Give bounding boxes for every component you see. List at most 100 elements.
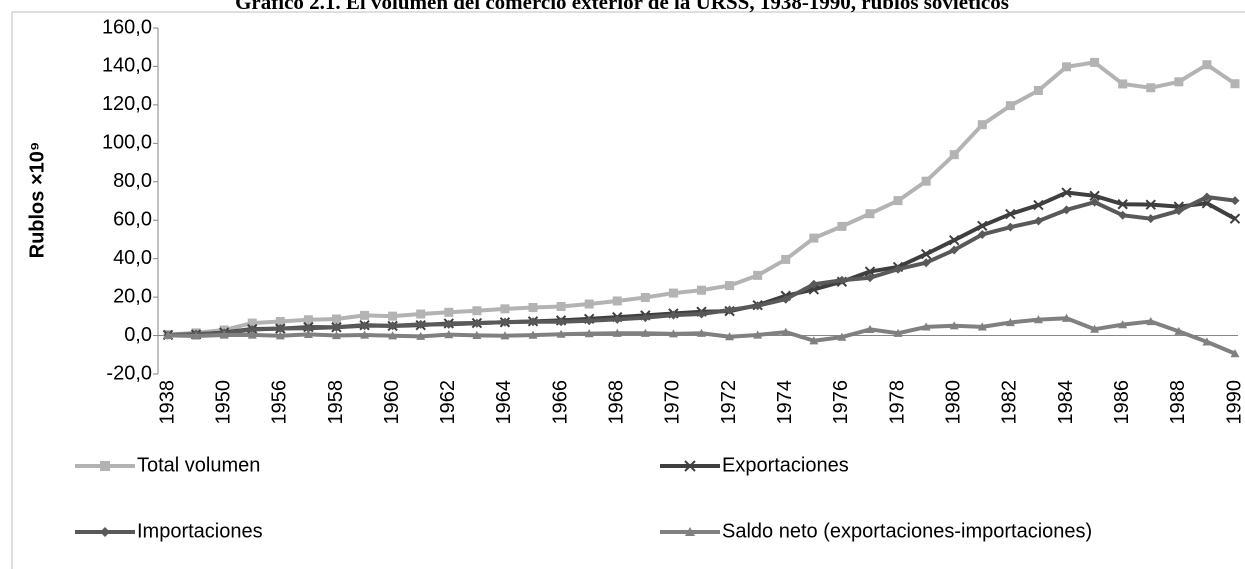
marker	[556, 317, 566, 327]
marker	[1033, 315, 1043, 324]
x-tick-label: 1972	[718, 380, 740, 425]
marker	[612, 328, 622, 337]
marker	[584, 316, 594, 326]
x-tick-label: 1986	[1111, 380, 1133, 425]
marker	[893, 328, 903, 337]
y-tick-label: -20,0	[106, 362, 152, 384]
legend-marker	[100, 527, 110, 537]
marker	[275, 317, 285, 327]
marker	[640, 292, 650, 302]
y-tick-label: 0,0	[124, 324, 152, 346]
marker	[1202, 337, 1212, 346]
marker	[921, 176, 931, 186]
marker	[949, 321, 959, 330]
x-tick-label: 1950	[212, 380, 234, 425]
marker	[781, 254, 791, 264]
marker	[472, 318, 482, 328]
marker	[191, 331, 201, 340]
marker	[1062, 313, 1072, 322]
marker	[1062, 205, 1072, 215]
marker	[697, 309, 706, 319]
x-tick-label: 1968	[606, 380, 628, 425]
marker	[556, 302, 566, 312]
marker	[1090, 197, 1100, 207]
marker	[893, 196, 903, 206]
y-tick-label: 100,0	[102, 132, 152, 154]
marker	[1005, 101, 1015, 111]
x-tick-label: 1982	[999, 380, 1021, 425]
marker	[416, 331, 426, 340]
x-tick-label: 1970	[662, 380, 684, 425]
x-tick-label: 1966	[549, 380, 571, 425]
marker	[444, 307, 454, 317]
marker	[612, 296, 622, 306]
marker	[331, 322, 341, 332]
marker	[1090, 324, 1100, 333]
marker	[668, 310, 678, 320]
marker	[360, 321, 370, 331]
legend-label: Saldo neto (exportaciones-importaciones)	[722, 520, 1092, 542]
marker	[809, 336, 819, 345]
marker	[921, 258, 931, 268]
marker	[1118, 210, 1128, 220]
marker	[1033, 216, 1043, 226]
marker	[865, 209, 875, 219]
marker	[837, 221, 847, 231]
marker	[416, 319, 426, 329]
y-tick-label: 40,0	[113, 247, 152, 269]
marker	[668, 329, 678, 338]
marker	[1230, 79, 1240, 89]
marker	[500, 304, 510, 314]
marker	[528, 302, 538, 312]
marker	[444, 330, 454, 339]
marker	[977, 322, 987, 331]
marker	[303, 315, 313, 325]
x-tick-label: 1978	[886, 380, 908, 425]
marker	[163, 330, 173, 339]
x-tick-label: 1938	[156, 380, 178, 425]
marker	[640, 328, 650, 337]
marker	[584, 299, 594, 309]
marker	[781, 327, 791, 336]
marker	[977, 120, 987, 130]
x-tick-label: 1980	[942, 380, 964, 425]
marker	[1174, 77, 1184, 87]
legend-label: Total volumen	[137, 454, 260, 476]
marker	[556, 329, 566, 338]
marker	[472, 306, 482, 316]
marker	[725, 332, 735, 341]
marker	[809, 279, 819, 289]
marker	[247, 325, 257, 335]
marker	[303, 323, 313, 333]
y-tick-label: 20,0	[113, 285, 152, 307]
legend-marker	[100, 461, 110, 471]
marker	[444, 319, 454, 329]
marker	[1118, 79, 1128, 89]
x-tick-label: 1964	[493, 380, 515, 425]
marker	[865, 324, 875, 334]
marker	[1230, 196, 1240, 206]
chart-frame	[11, 11, 1245, 569]
marker	[949, 235, 960, 246]
marker	[1005, 317, 1015, 327]
x-tick-label: 1962	[437, 380, 459, 425]
marker	[920, 248, 932, 260]
marker	[247, 330, 257, 339]
marker	[528, 330, 538, 339]
marker	[865, 273, 875, 283]
x-tick-label: 1990	[1223, 380, 1245, 425]
marker	[893, 264, 903, 274]
marker	[668, 288, 678, 298]
marker	[388, 311, 398, 321]
marker	[1229, 213, 1241, 224]
x-tick-label: 1956	[269, 380, 291, 425]
marker	[331, 314, 341, 324]
y-tick-label: 120,0	[102, 93, 152, 115]
marker	[725, 305, 735, 315]
marker	[1090, 57, 1100, 67]
marker	[753, 330, 763, 339]
marker	[1005, 222, 1015, 232]
marker	[360, 310, 370, 320]
marker	[753, 270, 763, 280]
